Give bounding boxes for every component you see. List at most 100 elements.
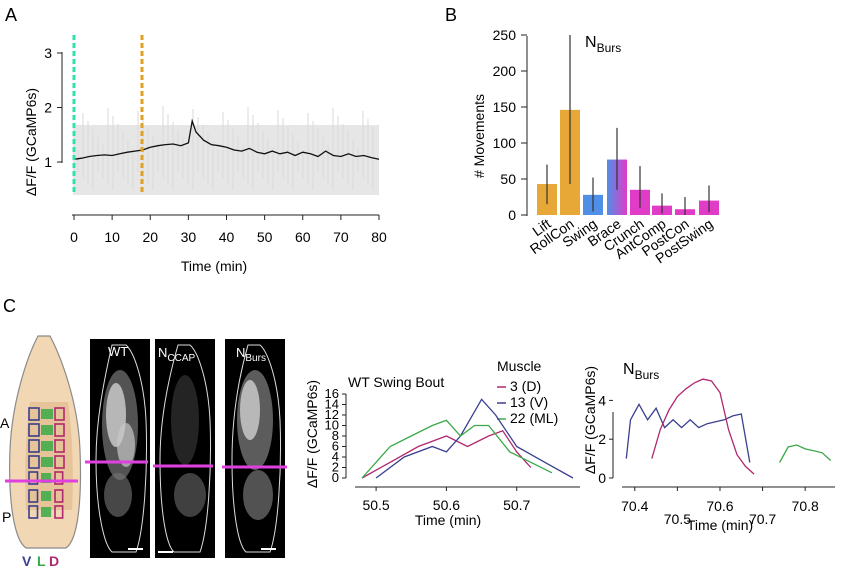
lateral-muscle bbox=[41, 473, 52, 483]
image-wt-label: WT bbox=[108, 344, 128, 359]
dorsal-muscle bbox=[54, 423, 65, 437]
lateral-muscle bbox=[41, 425, 53, 435]
y-tick-label: 100 bbox=[493, 135, 517, 151]
legend-l: L bbox=[37, 553, 46, 569]
y-tick-label: 150 bbox=[493, 99, 517, 115]
panel-a-y-label: ΔF/F (GCaMP6s) bbox=[23, 88, 39, 196]
y-tick-label: 10 bbox=[325, 418, 339, 433]
ventral-muscle bbox=[28, 423, 40, 437]
panel-a-x-label: Time (min) bbox=[181, 258, 247, 274]
muscle-segments bbox=[28, 407, 65, 519]
y-tick-label: 6 bbox=[332, 439, 339, 454]
x-tick-label: 70 bbox=[333, 229, 349, 245]
y-tick-label: 4 bbox=[598, 392, 606, 408]
dorsal-muscle bbox=[54, 439, 65, 453]
x-tick-label: 10 bbox=[104, 229, 120, 245]
series-line bbox=[375, 398, 574, 479]
panel-label-b: B bbox=[445, 5, 457, 25]
dorsal-muscle bbox=[54, 471, 64, 485]
x-tick-label: 70.6 bbox=[706, 498, 733, 514]
dorsal-muscle bbox=[54, 489, 64, 503]
wt-legend-title: Muscle bbox=[497, 358, 542, 374]
y-tick-label: 250 bbox=[493, 27, 517, 43]
x-tick-label: 50.7 bbox=[503, 497, 530, 513]
x-tick-label: 20 bbox=[142, 229, 158, 245]
y-tick-label: 14 bbox=[325, 397, 339, 412]
anterior-label: A bbox=[0, 415, 10, 431]
x-tick-label: 0 bbox=[70, 229, 78, 245]
x-tick-label: 70.5 bbox=[664, 511, 691, 527]
y-tick-label: 50 bbox=[500, 171, 516, 187]
posterior-label: P bbox=[2, 509, 11, 525]
nburs-chart: NBurs 70.4 70.5 70.6 70.7 70.8 0 2 4 Time (min… bbox=[582, 361, 835, 533]
ventral-muscle bbox=[28, 439, 40, 453]
y-tick-label: 1 bbox=[44, 154, 52, 170]
legend-v: V bbox=[22, 553, 32, 569]
lateral-muscle bbox=[41, 457, 53, 467]
series-line bbox=[651, 378, 755, 475]
dorsal-muscle bbox=[54, 407, 65, 421]
legend-entry: 22 (ML) bbox=[510, 410, 558, 426]
x-tick-label: 40 bbox=[219, 229, 235, 245]
image-wt: WT bbox=[85, 339, 150, 558]
x-tick-label: 70.8 bbox=[792, 498, 819, 514]
image-nburs-label: NBurs bbox=[236, 345, 266, 364]
ventral-muscle bbox=[28, 407, 40, 421]
y-tick-label: 2 bbox=[332, 460, 339, 475]
image-nburs: NBurs bbox=[222, 339, 287, 558]
embryo-diagram: A P V L D bbox=[0, 335, 82, 569]
series-line bbox=[361, 419, 553, 479]
lateral-muscle bbox=[41, 491, 52, 501]
lateral-muscle bbox=[41, 441, 53, 451]
x-tick-label: 70.7 bbox=[749, 511, 776, 527]
y-tick-label: 0 bbox=[508, 207, 516, 223]
panel-a-mean-trace bbox=[73, 118, 380, 160]
panel-label-c: C bbox=[3, 296, 16, 316]
image-nccap-label: NCCAP bbox=[158, 345, 196, 364]
panel-a-chart: 0 10 20 30 40 50 60 70 80 1 2 3 Time (min) ΔF/F (G… bbox=[23, 35, 387, 274]
panel-b-title: NBurs bbox=[585, 34, 621, 55]
image-nccap: NCCAP bbox=[153, 339, 215, 558]
x-tick-label: 30 bbox=[181, 229, 197, 245]
wt-x-label: Time (min) bbox=[415, 512, 481, 528]
lateral-muscle bbox=[41, 409, 53, 419]
series-line bbox=[779, 444, 832, 463]
nburs-x-label: Time (min) bbox=[687, 517, 753, 533]
series-line bbox=[361, 430, 532, 479]
ventral-muscle bbox=[28, 505, 39, 519]
ventral-muscle bbox=[28, 455, 40, 469]
wt-swing-title: WT Swing Bout bbox=[348, 374, 444, 390]
lateral-muscle bbox=[41, 507, 52, 517]
wt-y-label: ΔF/F (GCaMP6s) bbox=[304, 380, 320, 488]
nburs-y-label: ΔF/F (GCaMP6s) bbox=[582, 366, 598, 474]
y-tick-label: 0 bbox=[332, 470, 339, 485]
y-tick-label: 16 bbox=[325, 386, 339, 401]
legend-entry: 3 (D) bbox=[510, 378, 541, 394]
x-tick-label: 70.4 bbox=[621, 498, 648, 514]
dorsal-muscle bbox=[54, 505, 64, 519]
y-tick-label: 0 bbox=[598, 470, 606, 486]
x-tick-label: 80 bbox=[371, 229, 387, 245]
wt-swing-chart: WT Swing Bout Muscle 3 (D)13 (V)22 (ML) … bbox=[304, 358, 580, 528]
y-tick-label: 8 bbox=[332, 428, 339, 443]
legend-d: D bbox=[49, 553, 59, 569]
series-line bbox=[625, 402, 751, 463]
ventral-muscle bbox=[28, 489, 39, 503]
y-tick-label: 200 bbox=[493, 63, 517, 79]
x-tick-label: 50.5 bbox=[362, 497, 389, 513]
ventral-muscle bbox=[28, 471, 39, 485]
dorsal-muscle bbox=[54, 455, 65, 469]
y-tick-label: 2 bbox=[44, 100, 52, 116]
panel-b-y-label: # Movements bbox=[471, 94, 487, 178]
panel-label-a: A bbox=[5, 5, 17, 25]
legend-entry: 13 (V) bbox=[510, 394, 548, 410]
y-tick-label: 3 bbox=[44, 45, 52, 61]
panel-a-noise bbox=[77, 106, 374, 190]
nburs-title: NBurs bbox=[623, 361, 659, 382]
y-tick-label: 2 bbox=[598, 431, 606, 447]
x-tick-label: 50 bbox=[257, 229, 273, 245]
y-tick-label: 12 bbox=[325, 407, 339, 422]
y-tick-label: 4 bbox=[332, 449, 339, 464]
